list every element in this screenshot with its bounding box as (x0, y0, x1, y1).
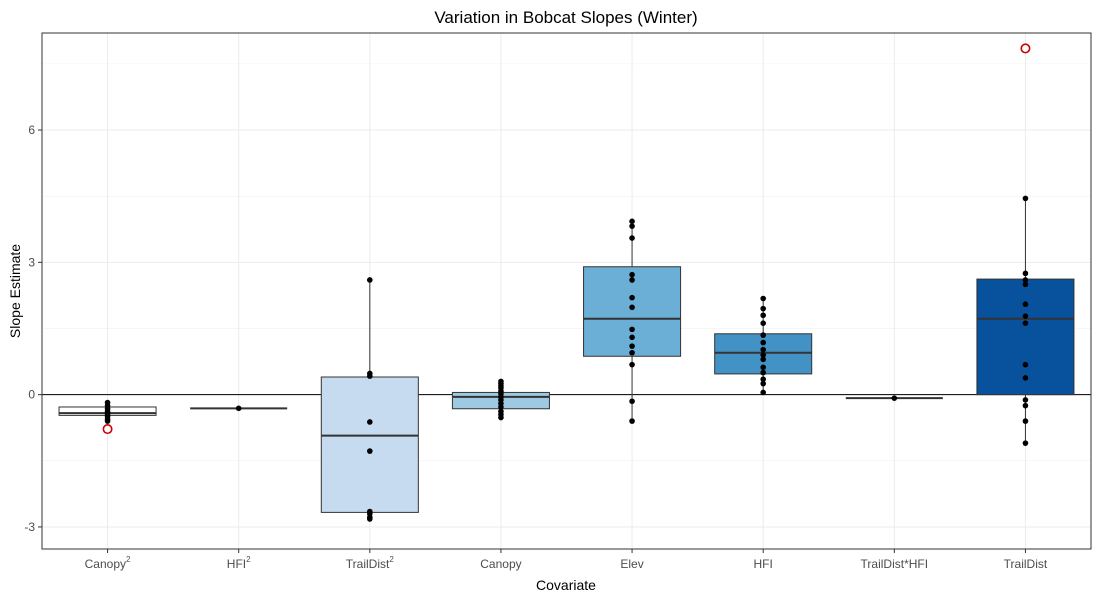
box-iqr (320, 376, 419, 513)
data-point (1022, 361, 1029, 368)
data-point (629, 334, 635, 341)
y-tick-label: 3 (28, 255, 35, 269)
x-tick-label: TrailDist (1004, 557, 1048, 571)
data-point (760, 312, 766, 319)
data-point (760, 369, 766, 376)
x-axis-title: Covariate (536, 577, 596, 593)
data-point (629, 218, 635, 225)
data-point (629, 277, 635, 283)
data-point (760, 295, 766, 302)
data-point (1022, 313, 1029, 319)
x-tick-label: Canopy2 (85, 555, 131, 571)
data-point (760, 339, 766, 346)
data-point (1022, 440, 1029, 446)
data-point (891, 395, 898, 401)
data-point (629, 361, 635, 368)
x-tick-label: Canopy (480, 557, 521, 571)
y-tick-label: -3 (24, 520, 35, 534)
y-axis-title: Slope Estimate (7, 244, 23, 338)
data-point (629, 343, 635, 349)
data-point (1022, 397, 1029, 403)
x-tick-label: HFI2 (227, 555, 251, 571)
x-tick-label: TrailDist2 (346, 555, 395, 571)
outlier-point (102, 424, 113, 435)
grid (42, 33, 1091, 549)
point-layer (102, 43, 1031, 522)
data-point (1022, 402, 1029, 409)
x-axis: Canopy2 HFI2 TrailDist2 Canopy Elev HFI TrailD… (85, 549, 1048, 571)
data-point (1022, 195, 1029, 202)
data-point (1022, 418, 1029, 424)
data-point (367, 448, 373, 454)
data-point (629, 271, 635, 278)
data-point (235, 405, 242, 412)
data-point (1022, 277, 1029, 283)
data-point (629, 398, 635, 405)
data-point (1022, 281, 1029, 288)
data-point (760, 346, 766, 353)
data-point (1022, 320, 1029, 326)
data-point (629, 223, 635, 229)
data-point (629, 235, 635, 241)
data-point (629, 349, 635, 356)
box-layer (58, 198, 1075, 520)
data-point (760, 320, 766, 326)
y-axis: -3 0 3 6 (24, 123, 42, 534)
data-point (367, 373, 373, 379)
data-point (1022, 375, 1029, 381)
data-point (760, 376, 766, 383)
data-point (629, 418, 635, 424)
data-point (498, 414, 504, 421)
data-point (760, 389, 766, 396)
data-point (760, 356, 766, 363)
data-point (367, 277, 373, 283)
data-point (760, 364, 766, 371)
data-point (760, 332, 766, 338)
data-point (367, 419, 373, 425)
data-point (760, 352, 766, 358)
data-point (629, 304, 635, 311)
outlier-point (1020, 43, 1031, 54)
data-point (629, 294, 635, 301)
y-tick-label: 0 (28, 388, 35, 402)
y-tick-label: 6 (28, 123, 35, 137)
data-point (367, 516, 373, 522)
data-point (760, 380, 766, 387)
x-tick-label: TrailDist*HFI (861, 557, 929, 571)
data-point (629, 326, 635, 333)
data-point (498, 404, 504, 410)
x-tick-label: Elev (620, 557, 643, 571)
plot-panel-border (41, 32, 1092, 550)
data-point (1022, 301, 1029, 308)
data-point (104, 418, 111, 424)
x-tick-label: HFI (754, 557, 773, 571)
data-point (1022, 270, 1029, 277)
data-point (760, 305, 766, 312)
chart-title: Variation in Bobcat Slopes (Winter) (434, 8, 697, 27)
